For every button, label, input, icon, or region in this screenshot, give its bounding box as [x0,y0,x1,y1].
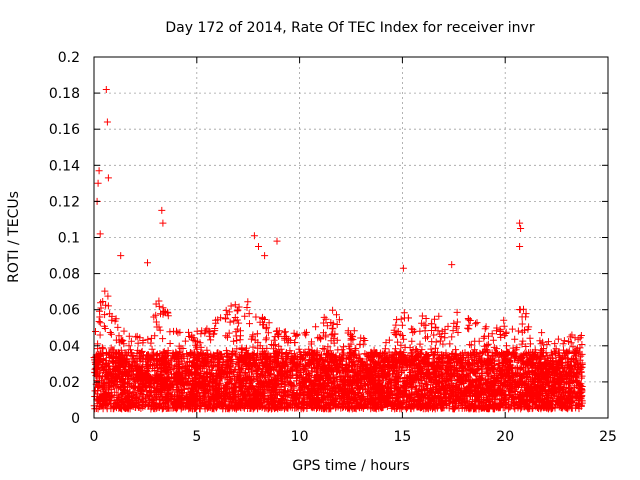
y-tick-label: 0.04 [49,339,80,355]
x-tick-label: 20 [496,429,514,445]
data-points [90,86,586,413]
y-tick-label: 0.08 [49,267,80,283]
y-axis-label: ROTI / TECUs [6,191,22,283]
x-axis-label: GPS time / hours [292,458,409,474]
x-tick-label: 25 [599,429,617,445]
x-tick-label: 10 [291,429,309,445]
x-tick-label: 5 [192,429,201,445]
y-tick-label: 0.2 [58,50,80,66]
roti-point-markers [90,86,586,413]
y-tick-label: 0.1 [58,231,80,247]
x-tick-label: 0 [90,429,99,445]
y-tick-label: 0.06 [49,303,80,319]
chart-title: Day 172 of 2014, Rate Of TEC Index for r… [165,20,534,36]
y-tick-label: 0.12 [49,194,80,210]
axis-ticks: 0 5 10 15 20 25 0 0.02 0.04 0.06 0.08 0.1 0.12 0.14 0.… [49,50,617,445]
y-tick-label: 0 [71,411,80,427]
y-tick-label: 0.16 [49,122,80,138]
y-tick-label: 0.14 [49,158,80,174]
y-tick-label: 0.02 [49,375,80,391]
y-tick-label: 0.18 [49,86,80,102]
x-tick-label: 15 [393,429,411,445]
